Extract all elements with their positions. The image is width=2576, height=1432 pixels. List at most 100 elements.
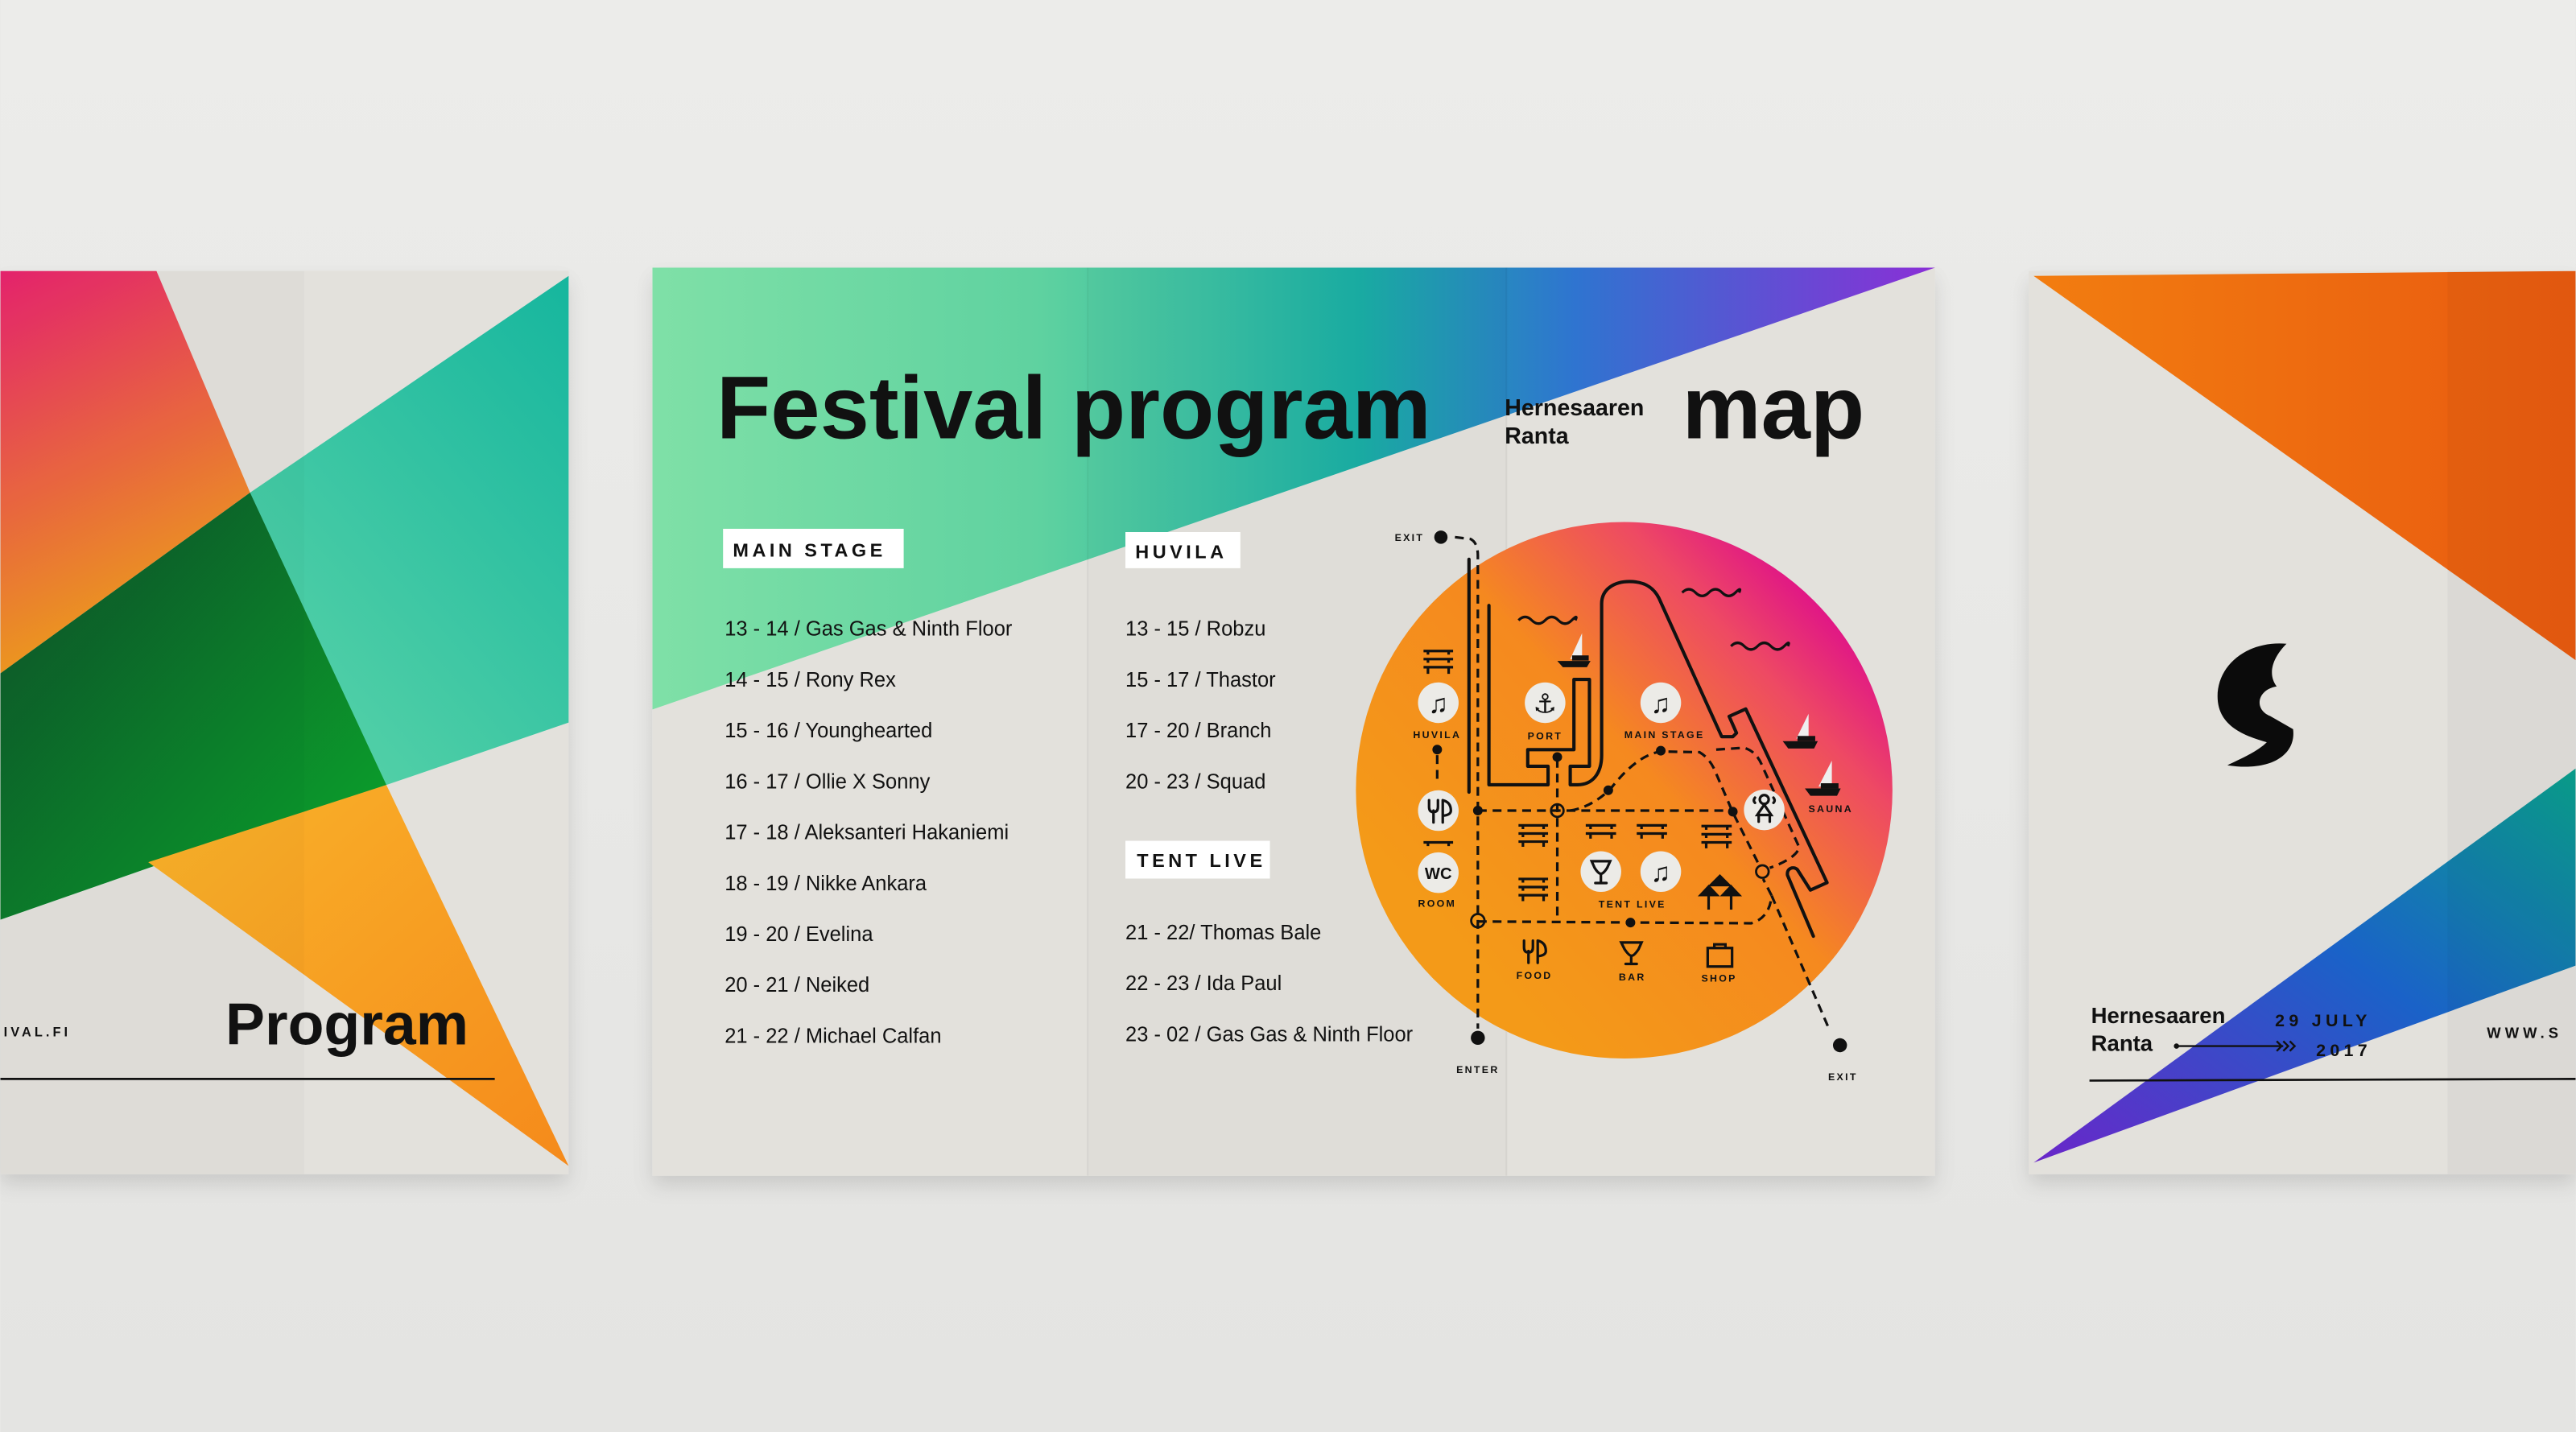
left-title: Program [225,992,469,1058]
route-node [1432,745,1443,755]
stage-header-box [1125,840,1270,879]
label-exit: EXIT [1828,1071,1858,1083]
wave-icon [1517,588,1790,651]
orange-triangle [148,785,569,1166]
music-note-icon: ♫ [1651,858,1671,888]
label-enter: ENTER [1456,1064,1499,1075]
right-rule [2089,1078,2576,1082]
orange-triangle [2033,270,2576,661]
route-node [1625,918,1636,928]
festival-map: ♫ ⚓ ♫ ♫ WC EXIT HUVIL [1356,522,1893,1083]
label-main-stage: MAIN STAGE [1624,729,1705,741]
bench-icon [1423,650,1732,902]
arrow-icon [2174,1040,2297,1052]
main-stage-marker [1640,682,1682,724]
label-port: PORT [1528,730,1563,741]
route-junction [1755,864,1770,879]
slot: 13 - 15 / Robzu [1125,618,1265,641]
logo-s-icon [2217,643,2293,767]
program-title: Festival program [716,359,1431,458]
label-room: ROOM [1418,898,1457,909]
stage-tent-live: TENT LIVE 21 - 22/ Thomas Bale 22 - 23 /… [1125,840,1414,1046]
route-path [1770,894,1831,1030]
slot: 16 - 17 / Ollie X Sonny [724,770,930,793]
bar-marker [1580,851,1621,892]
stage-huvila: HUVILA 13 - 15 / Robzu 15 - 17 / Thastor… [1125,532,1276,793]
stage-header: TENT LIVE [1137,850,1265,871]
left-website: IVAL.FI [4,1025,72,1039]
label-exit: EXIT [1395,532,1425,543]
route-path [1570,749,1761,865]
slot: 15 - 17 / Thastor [1125,669,1276,691]
label-tent-live: TENT LIVE [1599,898,1666,910]
green-triangle [0,493,386,920]
map-location-line2: Ranta [1505,423,1569,449]
route-junction [1550,803,1565,819]
tent-icon [1697,873,1743,910]
right-brochure: Hernesaaren Ranta 29 JULY 2017 WWW.S [2029,270,2576,1174]
stage-main-stage: MAIN STAGE 13 - 14 / Gas Gas & Ninth Flo… [723,528,1013,1047]
slot: 20 - 23 / Squad [1125,770,1265,793]
slot: 23 - 02 / Gas Gas & Ninth Floor [1125,1023,1414,1046]
fork-knife-icon [1427,799,1452,824]
cocktail-glass-icon [1619,941,1644,966]
anchor-icon: ⚓ [1534,689,1558,719]
enter-point [1471,1030,1485,1046]
route-node [1603,785,1613,795]
label-food: FOOD [1517,970,1553,981]
slot: 21 - 22 / Michael Calfan [724,1025,941,1047]
tent-live-marker [1640,851,1682,892]
route-node [1656,745,1666,756]
wc-icon: WC [1425,865,1452,883]
sailboat-icon [1557,633,1591,667]
music-note-icon: ♫ [1651,689,1671,719]
stage-header: HUVILA [1135,542,1227,563]
slot: 17 - 18 / Aleksanteri Hakaniemi [724,822,1009,844]
route-node [1472,806,1483,815]
route-junction [1470,913,1486,929]
route-node [1728,807,1738,817]
route-path [1455,535,1480,1029]
label-bar: BAR [1619,972,1646,983]
sailboat-icon [1782,713,1818,749]
cocktail-glass-icon [1589,860,1612,885]
left-brochure: IVAL.FI Program [0,270,569,1174]
huvila-marker [1418,682,1459,724]
slot: 19 - 20 / Evelina [724,923,873,946]
fork-knife-icon [1522,939,1547,964]
music-note-icon: ♫ [1428,689,1448,719]
wc-marker [1418,852,1459,893]
label-huvila: HUVILA [1413,729,1461,741]
right-website: WWW.S [2487,1024,2562,1041]
sauna-person-icon [1752,794,1777,823]
shopping-bag-icon [1706,943,1734,968]
slot: 22 - 23 / Ida Paul [1125,972,1282,995]
stage-header-box [1125,532,1241,568]
route-path [1477,878,1773,925]
label-sauna: SAUNA [1808,803,1852,815]
right-location-line1: Hernesaaren [2091,1003,2226,1028]
route-path [1715,746,1801,869]
slot: 15 - 16 / Younghearted [724,720,932,742]
slot: 14 - 15 / Rony Rex [724,669,896,691]
slot: 21 - 22/ Thomas Bale [1125,922,1321,944]
stage-header: MAIN STAGE [733,540,886,561]
exit-point [1434,530,1448,544]
pink-orange-triangle [0,270,250,674]
slot: 20 - 21 / Neiked [724,974,869,997]
gradient-band [652,267,1935,710]
pier-outline [1487,580,1829,939]
route-node [1552,752,1563,762]
port-marker [1525,682,1566,724]
slot: 13 - 14 / Gas Gas & Ninth Floor [724,618,1013,641]
date-line2: 2017 [2316,1041,2372,1060]
map-location-line1: Hernesaaren [1505,395,1644,421]
center-brochure: Festival program Hernesaaren Ranta map M… [652,267,1935,1176]
map-title: map [1682,359,1865,458]
slot: 17 - 20 / Branch [1125,720,1271,742]
stage-header-box [723,528,904,568]
date-line1: 29 JULY [2275,1011,2372,1030]
exit-point [1832,1038,1847,1053]
right-location-line2: Ranta [2091,1031,2153,1056]
